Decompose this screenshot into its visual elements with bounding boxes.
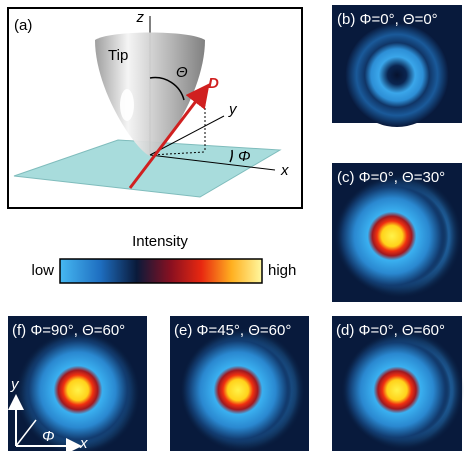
tip-label: Tip [108, 47, 128, 64]
intensity-pattern [345, 23, 449, 127]
phi-label: Φ [42, 428, 55, 445]
colorbar-low: low [31, 262, 54, 279]
panel-label: (d) Φ=0°, Θ=60° [336, 322, 445, 339]
phi-label: Φ [238, 148, 251, 165]
intensity-pattern [180, 332, 296, 448]
colorbar [60, 259, 262, 283]
intensity-pattern [20, 332, 136, 448]
intensity-pattern [334, 178, 450, 294]
figure: (a) z Tip Θ D y Φ x Intensity low high (… [0, 0, 469, 451]
panel-label: (e) Φ=45°, Θ=60° [174, 322, 291, 339]
panel-label: (b) Φ=0°, Θ=0° [337, 11, 438, 28]
panel-label: (f) Φ=90°, Θ=60° [12, 322, 125, 339]
intensity-pattern [341, 334, 453, 446]
axis-label: x [280, 162, 289, 179]
panel-label: (c) Φ=0°, Θ=30° [337, 169, 445, 186]
colorbar-high: high [268, 262, 296, 279]
panel-label: (a) [14, 17, 32, 34]
dipole-label: D [208, 75, 219, 92]
colorbar-title: Intensity [132, 233, 188, 250]
axis-label: z [136, 9, 145, 26]
theta-label: Θ [176, 64, 188, 81]
tip-highlight [120, 89, 134, 121]
axis-label: x [79, 435, 88, 451]
